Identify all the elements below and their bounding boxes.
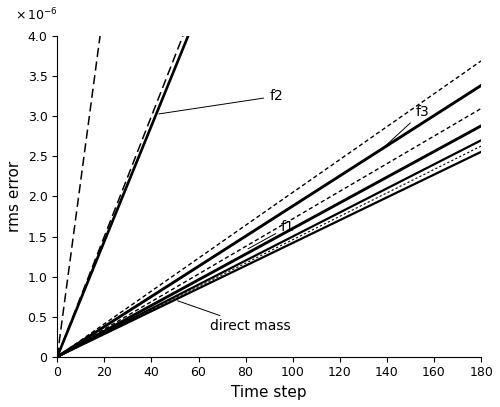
Text: direct mass: direct mass — [178, 301, 291, 333]
Text: $\times\,10^{-6}$: $\times\,10^{-6}$ — [15, 7, 58, 23]
Text: f2: f2 — [159, 89, 283, 114]
X-axis label: Time step: Time step — [232, 385, 307, 400]
Text: f3: f3 — [384, 105, 429, 147]
Text: f1: f1 — [248, 220, 295, 249]
Y-axis label: rms error: rms error — [7, 161, 22, 232]
